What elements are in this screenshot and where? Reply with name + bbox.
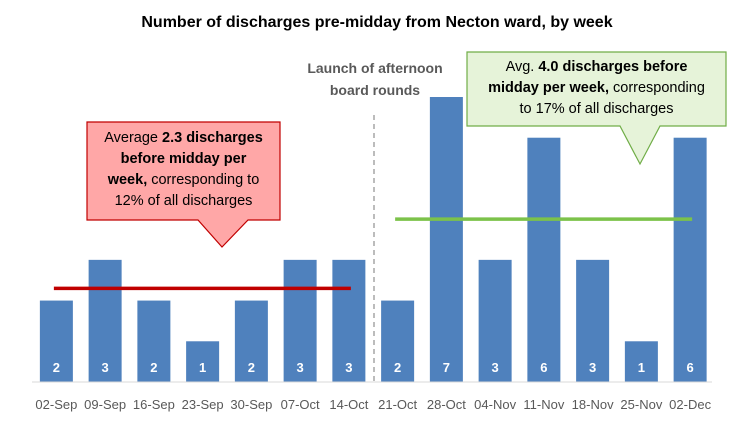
bar-value-label: 3 xyxy=(492,360,499,375)
bar xyxy=(429,97,463,382)
bar xyxy=(88,259,122,382)
bar xyxy=(332,259,366,382)
after-callout-bold: 4.0 discharges before xyxy=(538,59,688,75)
bars-layer: 2 02-Sep 3 09-Sep 2 16-Sep 1 23-Sep 2 30-Sep 3 07-O… xyxy=(35,97,712,412)
bar-value-label: 2 xyxy=(53,360,60,375)
before-callout-line-3: week, corresponding to xyxy=(87,170,280,191)
bar-value-label: 7 xyxy=(443,360,450,375)
after-average-callout: Avg. 4.0 discharges before midday per we… xyxy=(467,52,726,126)
average-lines-layer xyxy=(53,217,693,291)
after-callout-line-2: midday per week, corresponding xyxy=(467,78,726,99)
x-tick-label: 21-Oct xyxy=(378,397,417,412)
after-callout-bold: midday per week, xyxy=(488,80,609,96)
bar-value-label: 6 xyxy=(687,360,694,375)
x-tick-label: 04-Nov xyxy=(474,397,516,412)
after-callout-line-1: Avg. 4.0 discharges before xyxy=(467,57,726,78)
x-tick-label: 14-Oct xyxy=(329,397,368,412)
before-callout-line-1: Average 2.3 discharges xyxy=(87,128,280,149)
after-callout-shape xyxy=(466,51,727,166)
after-callout-text: Avg. xyxy=(505,59,539,75)
x-tick-label: 02-Sep xyxy=(35,397,77,412)
bar-value-label: 1 xyxy=(638,360,645,375)
bar-value-label: 6 xyxy=(540,360,547,375)
bar-value-label: 1 xyxy=(199,360,206,375)
launch-label-line-2: board rounds xyxy=(329,82,421,98)
after-callout-text: corresponding xyxy=(608,80,705,96)
x-tick-label: 30-Sep xyxy=(230,397,272,412)
chart-title: Number of discharges pre-midday from Nec… xyxy=(141,14,613,31)
launch-label-line-1: Launch of afternoon xyxy=(307,60,443,76)
bar-value-label: 3 xyxy=(589,360,596,375)
x-tick-label: 23-Sep xyxy=(182,397,224,412)
bar-value-label: 3 xyxy=(345,360,352,375)
x-tick-label: 28-Oct xyxy=(427,397,466,412)
bar xyxy=(137,300,171,382)
bar-value-label: 3 xyxy=(297,360,304,375)
before-callout-shape xyxy=(86,121,281,248)
bar xyxy=(39,300,73,382)
before-callout-text: corresponding to xyxy=(147,172,260,188)
bar xyxy=(381,300,415,382)
callout-shapes-layer xyxy=(86,51,727,248)
bar xyxy=(576,259,610,382)
x-tick-label: 02-Dec xyxy=(669,397,711,412)
x-tick-label: 25-Nov xyxy=(620,397,662,412)
bar xyxy=(478,259,512,382)
bar xyxy=(234,300,268,382)
before-callout-line-2: before midday per xyxy=(87,149,280,170)
x-tick-label: 16-Sep xyxy=(133,397,175,412)
x-tick-label: 07-Oct xyxy=(281,397,320,412)
before-average-callout: Average 2.3 discharges before midday per… xyxy=(87,122,280,220)
bar xyxy=(673,137,707,382)
before-callout-bold: before midday per xyxy=(120,151,247,167)
x-tick-label: 09-Sep xyxy=(84,397,126,412)
bar-value-label: 3 xyxy=(102,360,109,375)
bar xyxy=(186,341,220,382)
x-tick-label: 11-Nov xyxy=(523,397,564,412)
after-callout-line-3: to 17% of all discharges xyxy=(519,101,674,117)
bar-value-label: 2 xyxy=(248,360,255,375)
bar-value-label: 2 xyxy=(150,360,157,375)
bar xyxy=(283,259,317,382)
before-callout-text: Average xyxy=(104,130,163,146)
bar xyxy=(527,137,561,382)
before-callout-line-4: 12% of all discharges xyxy=(114,193,253,209)
launch-label: Launch of afternoon board rounds xyxy=(300,57,450,101)
bar-value-label: 2 xyxy=(394,360,401,375)
x-tick-label: 18-Nov xyxy=(572,397,614,412)
before-callout-bold: 2.3 discharges xyxy=(162,130,263,146)
bar xyxy=(624,341,658,382)
before-callout-bold: week, xyxy=(107,172,148,188)
